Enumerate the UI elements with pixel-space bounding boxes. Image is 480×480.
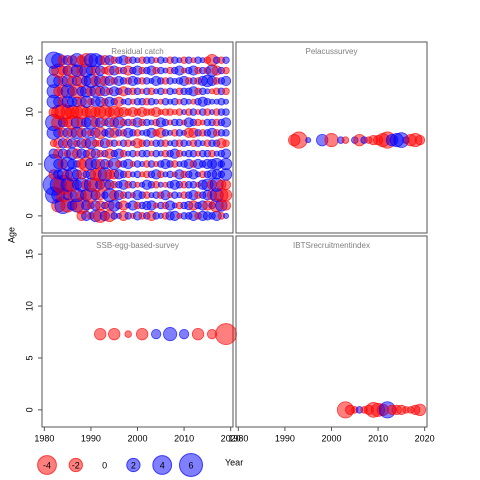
bubble: [151, 328, 162, 340]
y-tick-label: 10: [24, 107, 34, 117]
bubble: [220, 117, 232, 128]
bubble: [305, 137, 312, 144]
panel-title: Pelacussurvey: [305, 47, 357, 56]
x-tick-label: 2000: [321, 433, 341, 443]
bubble: [222, 108, 230, 116]
legend-bubble: [68, 457, 83, 473]
y-tick-label: 0: [24, 407, 34, 412]
bubble: [220, 200, 232, 211]
bubble: [290, 131, 308, 149]
bubble: [94, 327, 107, 341]
y-axis-label: Age: [6, 227, 16, 243]
y-tick-label: 15: [24, 55, 34, 65]
legend-label: 4: [160, 460, 165, 470]
bubble: [215, 323, 237, 346]
bubble: [222, 129, 230, 137]
x-tick-label: 2020: [415, 433, 435, 443]
bubble: [223, 212, 229, 219]
bubble: [108, 327, 121, 341]
bubble: [219, 188, 233, 202]
x-tick-label: 1980: [34, 433, 54, 443]
y-tick-label: 15: [24, 249, 34, 259]
x-tick-label: 2010: [174, 433, 194, 443]
x-axis-label: Year: [225, 457, 243, 467]
panel-frame: [235, 235, 428, 428]
bubble: [219, 157, 233, 171]
panel-title: SSB-egg-based-survey: [96, 241, 179, 250]
bubble: [136, 327, 149, 341]
bubble: [413, 403, 427, 417]
bubble: [178, 328, 190, 340]
bubble: [341, 136, 350, 144]
bubble: [324, 133, 339, 148]
bubble: [163, 327, 178, 342]
legend-label: -4: [43, 460, 51, 470]
x-tick-label: 1990: [81, 433, 101, 443]
legend-label: 6: [188, 460, 193, 470]
legend-label: -2: [72, 460, 80, 470]
x-tick-label: 2010: [368, 433, 388, 443]
y-tick-label: 5: [24, 355, 34, 360]
bubble: [220, 179, 232, 190]
bubble: [124, 330, 132, 338]
panel-title: Residual catch: [111, 47, 163, 56]
panel-frame: [41, 41, 234, 234]
y-tick-label: 10: [24, 301, 34, 311]
legend-bubble: [37, 455, 57, 475]
panel-frame: [235, 41, 428, 234]
bubble: [222, 87, 230, 96]
y-tick-label: 0: [24, 213, 34, 218]
bubble: [222, 56, 230, 64]
legend-label: 0: [102, 460, 107, 470]
bubble: [414, 134, 426, 146]
bubble: [222, 139, 230, 147]
bubble: [222, 66, 230, 75]
legend-bubble: [126, 457, 141, 473]
y-tick-label: 5: [24, 161, 34, 166]
x-tick-label: 1990: [275, 433, 295, 443]
legend-label: 2: [131, 460, 136, 470]
panel-title: IBTSrecruitmentindex: [293, 241, 370, 250]
x-tick-label: 2020: [221, 433, 241, 443]
bubble: [220, 148, 232, 159]
bubble: [219, 168, 233, 181]
bubble: [223, 98, 229, 105]
x-tick-label: 1980: [228, 433, 248, 443]
legend-bubble: [178, 452, 204, 478]
bubble: [220, 75, 232, 87]
legend-bubble: [152, 455, 173, 475]
x-tick-label: 2000: [127, 433, 147, 443]
bubble: [191, 327, 205, 341]
